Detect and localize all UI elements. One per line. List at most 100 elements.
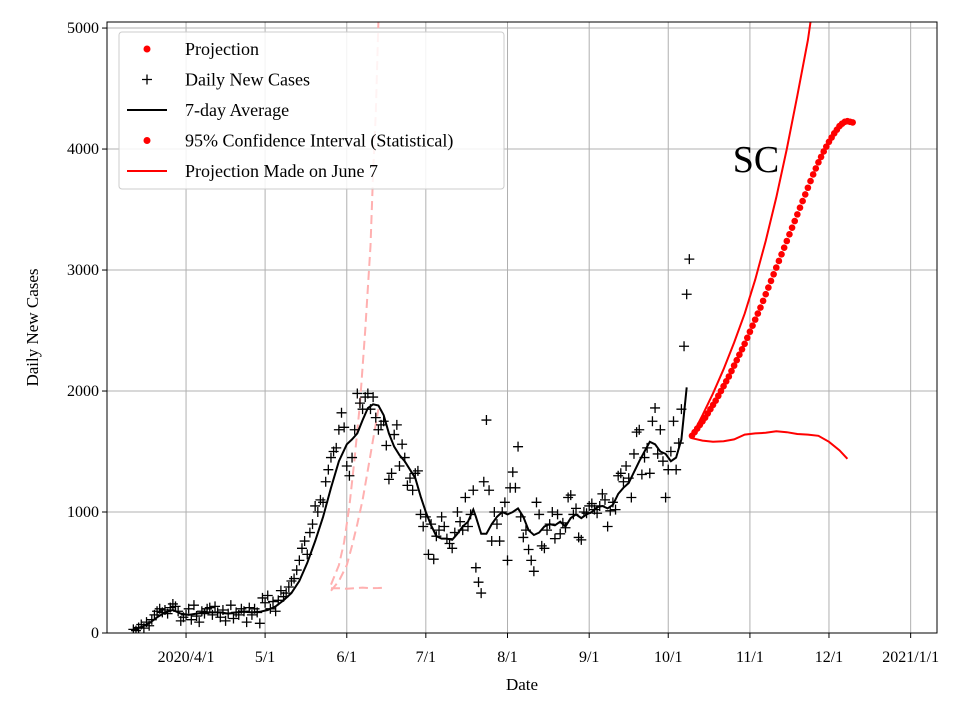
projection-dot xyxy=(823,143,830,150)
projection-dot xyxy=(804,184,812,192)
projection-dot xyxy=(799,197,806,205)
daily-case-marker xyxy=(468,485,479,496)
state-label: SC xyxy=(733,139,779,181)
daily-case-marker xyxy=(618,476,629,487)
daily-case-marker xyxy=(394,461,405,472)
daily-case-marker xyxy=(491,519,502,530)
daily-case-marker xyxy=(225,600,236,611)
y-tick-label: 4000 xyxy=(67,141,99,158)
daily-case-marker xyxy=(299,536,310,547)
projection-dot xyxy=(722,378,730,385)
daily-case-marker xyxy=(576,534,587,545)
legend-dot-marker xyxy=(143,137,151,144)
x-axis-label: Date xyxy=(506,675,538,694)
projection-dot xyxy=(743,334,751,342)
daily-case-marker xyxy=(186,614,197,625)
projection-dot xyxy=(767,277,775,285)
daily-case-marker xyxy=(370,412,381,423)
legend-label: 7-day Average xyxy=(185,100,289,120)
daily-case-marker xyxy=(220,615,231,626)
y-tick-label: 5000 xyxy=(67,20,99,37)
daily-case-marker xyxy=(268,596,278,607)
daily-case-marker xyxy=(436,511,447,522)
series-layer xyxy=(128,22,856,633)
daily-case-marker xyxy=(336,407,347,418)
daily-case-marker xyxy=(628,448,639,459)
daily-case-marker xyxy=(681,289,692,300)
projection-dot xyxy=(801,191,809,198)
daily-case-marker xyxy=(352,388,363,399)
legend-plus-marker xyxy=(142,74,152,85)
daily-case-marker xyxy=(362,388,373,399)
projection-dot xyxy=(754,310,762,317)
daily-case-marker xyxy=(339,422,350,433)
projection-dot xyxy=(749,322,756,329)
daily-case-marker xyxy=(555,528,566,539)
daily-case-marker xyxy=(528,566,539,577)
daily-case-marker xyxy=(602,521,613,532)
daily-case-marker xyxy=(254,618,265,629)
daily-case-marker xyxy=(660,492,671,503)
daily-case-marker xyxy=(383,474,394,485)
daily-case-marker xyxy=(405,473,416,484)
daily-case-marker xyxy=(373,424,384,435)
daily-case-marker xyxy=(542,525,553,536)
daily-case-marker xyxy=(210,601,221,612)
x-tick-label: 11/1 xyxy=(736,649,764,666)
seven-day-average-line xyxy=(133,387,688,631)
projection-dot xyxy=(794,211,801,218)
daily-case-marker xyxy=(668,416,679,427)
daily-case-marker xyxy=(344,470,355,481)
daily-case-marker xyxy=(615,468,626,479)
projection-dot xyxy=(746,328,754,336)
projection-dot xyxy=(733,356,741,364)
projection-dot xyxy=(736,351,743,359)
daily-case-marker xyxy=(412,465,423,476)
daily-case-marker xyxy=(621,461,632,472)
daily-case-marker xyxy=(194,617,205,628)
daily-case-marker xyxy=(423,549,434,560)
daily-case-marker xyxy=(610,504,621,515)
daily-case-marker xyxy=(407,485,418,496)
projection-dot xyxy=(730,362,738,369)
daily-case-marker xyxy=(462,521,473,532)
daily-case-marker xyxy=(455,516,466,527)
plot-frame xyxy=(106,21,938,634)
daily-case-marker xyxy=(331,442,342,453)
daily-case-marker xyxy=(539,543,550,554)
projection-dot xyxy=(778,251,785,258)
projection-dot xyxy=(762,290,770,298)
daily-case-marker xyxy=(510,482,521,493)
daily-case-marker xyxy=(196,606,207,617)
projection-dot xyxy=(759,297,767,305)
daily-case-marker xyxy=(586,498,597,509)
x-tick-label: 2021/1/1 xyxy=(882,649,939,666)
daily-case-marker xyxy=(507,467,518,478)
daily-case-marker xyxy=(368,392,379,403)
projection-dot xyxy=(815,159,822,166)
daily-case-marker xyxy=(518,532,529,543)
daily-case-marker xyxy=(626,492,637,503)
y-tick-label: 2000 xyxy=(67,383,99,400)
daily-case-marker xyxy=(481,415,492,426)
daily-case-marker xyxy=(241,617,252,628)
daily-case-marker xyxy=(312,507,323,518)
daily-case-marker xyxy=(650,402,661,413)
y-tick-label: 3000 xyxy=(67,262,99,279)
x-tick-label: 7/1 xyxy=(416,649,436,666)
projection-dot xyxy=(741,340,748,348)
daily-case-marker xyxy=(636,469,647,480)
daily-case-marker xyxy=(439,521,450,532)
projection-dot xyxy=(849,119,856,126)
projection-dot xyxy=(772,264,780,271)
daily-case-marker xyxy=(563,492,574,503)
daily-case-marker xyxy=(597,488,608,499)
daily-case-marker xyxy=(536,540,547,551)
daily-case-marker xyxy=(244,602,255,613)
ci-lower-line xyxy=(691,430,849,460)
daily-case-marker xyxy=(320,476,331,487)
daily-case-marker xyxy=(484,485,495,496)
daily-case-marker xyxy=(494,536,505,547)
daily-case-marker xyxy=(289,573,300,584)
